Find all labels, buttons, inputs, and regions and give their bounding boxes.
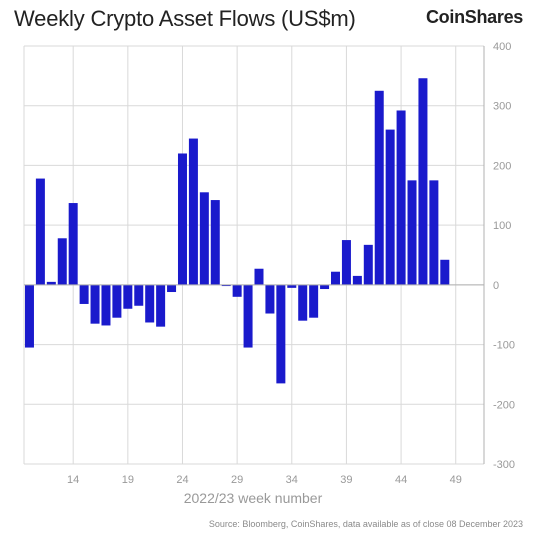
bar-week-35 xyxy=(298,284,308,321)
bar-week-40 xyxy=(352,275,362,285)
y-tick-label: -300 xyxy=(493,459,515,471)
bar-week-12 xyxy=(46,281,56,285)
x-tick-label: 29 xyxy=(231,474,243,486)
grid xyxy=(23,45,485,465)
bar-week-20 xyxy=(134,284,144,306)
bar-week-11 xyxy=(35,178,45,285)
y-tick-label: 100 xyxy=(493,220,511,232)
bar-week-45 xyxy=(407,180,417,285)
bar-week-37 xyxy=(320,284,330,290)
bar-week-42 xyxy=(374,90,384,285)
x-tick-label: 14 xyxy=(67,474,79,486)
bar-week-39 xyxy=(341,240,351,285)
bar-week-23 xyxy=(167,284,177,293)
x-tick-label: 49 xyxy=(450,474,462,486)
bar-week-48 xyxy=(440,259,450,285)
x-tick-label: 19 xyxy=(122,474,134,486)
bar-week-21 xyxy=(145,284,155,323)
bar-week-15 xyxy=(79,284,89,304)
bar-week-44 xyxy=(396,110,406,285)
bar-week-29 xyxy=(232,284,242,297)
bar-week-26 xyxy=(199,192,209,285)
bar-week-46 xyxy=(418,78,428,285)
x-tick-label: 34 xyxy=(286,474,298,486)
bar-week-36 xyxy=(309,284,319,318)
bar-week-24 xyxy=(177,153,187,285)
bar-week-17 xyxy=(101,284,111,326)
chart-title: Weekly Crypto Asset Flows (US$m) xyxy=(14,6,356,31)
bar-week-25 xyxy=(188,138,198,285)
y-axis-ticks: 400 300 200 100 0 -100 -200 -300 xyxy=(493,41,515,471)
x-tick-label: 39 xyxy=(340,474,352,486)
bar-week-22 xyxy=(156,284,166,327)
y-tick-label: -100 xyxy=(493,340,515,352)
bar-week-16 xyxy=(90,284,100,324)
y-tick-label: -200 xyxy=(493,399,515,411)
bar-week-30 xyxy=(243,284,253,348)
y-tick-label: 200 xyxy=(493,160,511,172)
x-axis-label: 2022/23 week number xyxy=(184,490,323,506)
bar-week-10 xyxy=(24,284,34,348)
bar-week-32 xyxy=(265,284,275,314)
brand-logo: CoinShares xyxy=(425,7,523,27)
bar-week-34 xyxy=(287,284,297,288)
y-tick-label: 0 xyxy=(493,280,499,292)
bar-week-19 xyxy=(123,284,133,309)
bar-week-14 xyxy=(68,203,78,285)
bar-week-31 xyxy=(254,268,264,285)
bar-week-43 xyxy=(385,129,395,285)
y-tick-label: 400 xyxy=(493,41,511,53)
bar-week-41 xyxy=(363,244,373,285)
x-tick-label: 44 xyxy=(395,474,407,486)
bar-week-28 xyxy=(221,284,231,287)
bar-week-33 xyxy=(276,284,286,384)
bar-week-47 xyxy=(429,180,439,285)
bars xyxy=(24,78,484,384)
y-tick-label: 300 xyxy=(493,101,511,113)
bar-week-18 xyxy=(112,284,122,318)
source-note: Source: Bloomberg, CoinShares, data avai… xyxy=(208,519,523,529)
x-axis-ticks: 14 19 24 29 34 39 44 49 xyxy=(67,474,462,486)
bar-week-38 xyxy=(331,271,341,285)
x-tick-label: 24 xyxy=(176,474,188,486)
bar-week-13 xyxy=(57,238,67,285)
bar-week-27 xyxy=(210,200,220,285)
